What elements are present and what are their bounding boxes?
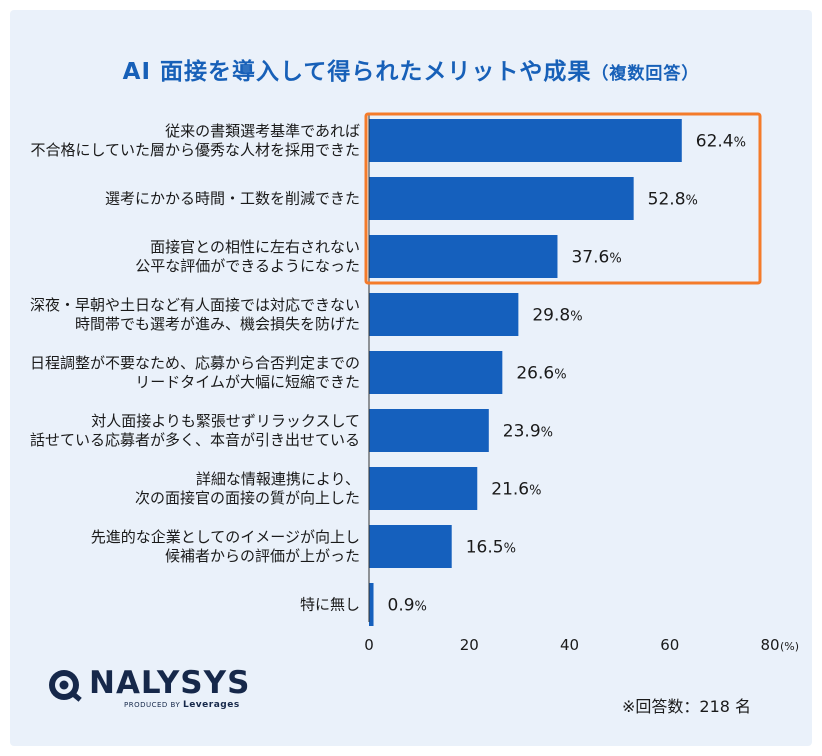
x-tick-label: 0 bbox=[364, 636, 374, 654]
bar bbox=[369, 119, 682, 162]
category-label: 公平な評価ができるようになった bbox=[135, 257, 360, 275]
category-label: 深夜・早朝や土日など有人面接では対応できない bbox=[30, 296, 360, 314]
category-label: 対人面接よりも緊張せずリラックスして bbox=[91, 412, 360, 430]
bar-value-label: 52.8% bbox=[648, 190, 698, 210]
category-label: 次の面接官の面接の質が向上した bbox=[135, 489, 360, 507]
bar bbox=[369, 409, 489, 452]
category-label: リードタイムが大幅に短縮できた bbox=[135, 373, 360, 391]
bar bbox=[369, 525, 452, 568]
category-label: 従来の書類選考基準であれば bbox=[165, 122, 360, 140]
respondent-count: ※回答数：218 名 bbox=[622, 697, 752, 716]
category-label: 不合格にしていた層から優秀な人材を採用できた bbox=[30, 141, 360, 159]
bar-value-label: 37.6% bbox=[571, 248, 621, 268]
bar bbox=[369, 467, 478, 510]
category-label: 話せている応募者が多く、本音が引き出せている bbox=[30, 431, 360, 449]
bar-value-label: 23.9% bbox=[503, 422, 553, 442]
x-tick-label: 40 bbox=[560, 636, 579, 654]
highlight-box bbox=[364, 112, 762, 285]
category-label: 時間帯でも選考が進み、機会損失を防げた bbox=[75, 315, 360, 333]
nalysys-logo-icon bbox=[49, 670, 82, 702]
chart-title: AI 面接を導入して得られたメリットや成果（複数回答） bbox=[0, 52, 822, 86]
bar bbox=[369, 293, 519, 336]
x-tick-label: 20 bbox=[460, 636, 479, 654]
nalysys-logo: NALYSYS PRODUCED BY Leverages bbox=[46, 663, 249, 713]
logo-produced-by: PRODUCED BY Leverages bbox=[124, 700, 240, 710]
category-label: 日程調整が不要なため、応募から合否判定までの bbox=[30, 354, 360, 372]
chart-title-sub: （複数回答） bbox=[591, 64, 700, 84]
x-tick-label: 60 bbox=[660, 636, 679, 654]
x-tick-label: 80 bbox=[760, 636, 779, 654]
category-label: 詳細な情報連携により、 bbox=[196, 470, 360, 488]
bar-value-label: 21.6% bbox=[491, 480, 541, 500]
x-axis-unit: (%) bbox=[780, 640, 799, 653]
category-label: 特に無し bbox=[300, 596, 360, 614]
category-label: 先進的な企業としてのイメージが向上し bbox=[91, 528, 360, 546]
bar bbox=[369, 351, 503, 394]
logo-wordmark: NALYSYS bbox=[89, 665, 251, 701]
bar-value-label: 26.6% bbox=[516, 364, 566, 384]
bar bbox=[369, 235, 558, 278]
bar-value-label: 29.8% bbox=[532, 306, 582, 326]
bar-value-label: 62.4% bbox=[696, 132, 746, 152]
chart-title-main: AI 面接を導入して得られたメリットや成果 bbox=[122, 59, 592, 85]
category-label: 選考にかかる時間・工数を削減できた bbox=[105, 190, 360, 208]
category-label: 候補者からの評価が上がった bbox=[165, 547, 360, 565]
bar-value-label: 16.5% bbox=[466, 538, 516, 558]
bar-value-label: 0.9% bbox=[388, 596, 427, 616]
bar bbox=[369, 583, 374, 626]
category-label: 面接官との相性に左右されない bbox=[150, 238, 360, 256]
bar bbox=[369, 177, 634, 220]
